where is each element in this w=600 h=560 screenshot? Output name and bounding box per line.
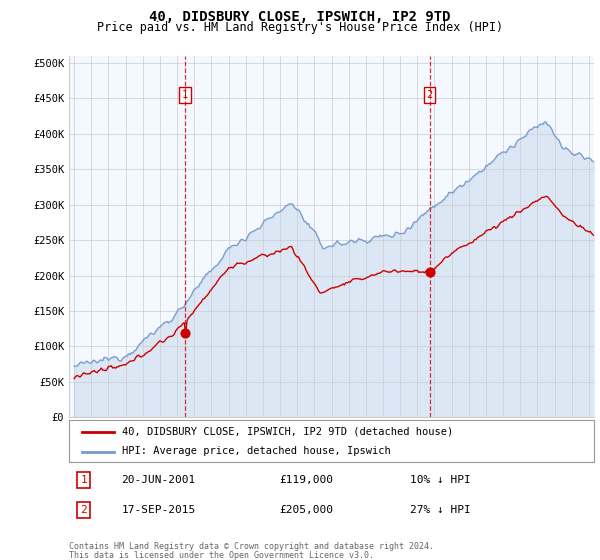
Text: 27% ↓ HPI: 27% ↓ HPI bbox=[410, 505, 471, 515]
Text: 1: 1 bbox=[80, 475, 87, 485]
Text: 10% ↓ HPI: 10% ↓ HPI bbox=[410, 475, 471, 485]
Text: 1: 1 bbox=[182, 90, 188, 100]
Text: This data is licensed under the Open Government Licence v3.0.: This data is licensed under the Open Gov… bbox=[69, 551, 374, 560]
Text: £205,000: £205,000 bbox=[279, 505, 333, 515]
Text: 40, DIDSBURY CLOSE, IPSWICH, IP2 9TD: 40, DIDSBURY CLOSE, IPSWICH, IP2 9TD bbox=[149, 10, 451, 24]
Text: 40, DIDSBURY CLOSE, IPSWICH, IP2 9TD (detached house): 40, DIDSBURY CLOSE, IPSWICH, IP2 9TD (de… bbox=[121, 427, 453, 437]
Text: Price paid vs. HM Land Registry's House Price Index (HPI): Price paid vs. HM Land Registry's House … bbox=[97, 21, 503, 34]
Point bbox=[181, 328, 190, 337]
Text: 2: 2 bbox=[427, 90, 433, 100]
Text: 17-SEP-2015: 17-SEP-2015 bbox=[121, 505, 196, 515]
Text: £119,000: £119,000 bbox=[279, 475, 333, 485]
Text: 20-JUN-2001: 20-JUN-2001 bbox=[121, 475, 196, 485]
Point bbox=[425, 268, 434, 277]
Text: HPI: Average price, detached house, Ipswich: HPI: Average price, detached house, Ipsw… bbox=[121, 446, 390, 456]
Text: Contains HM Land Registry data © Crown copyright and database right 2024.: Contains HM Land Registry data © Crown c… bbox=[69, 542, 434, 550]
Text: 2: 2 bbox=[80, 505, 87, 515]
